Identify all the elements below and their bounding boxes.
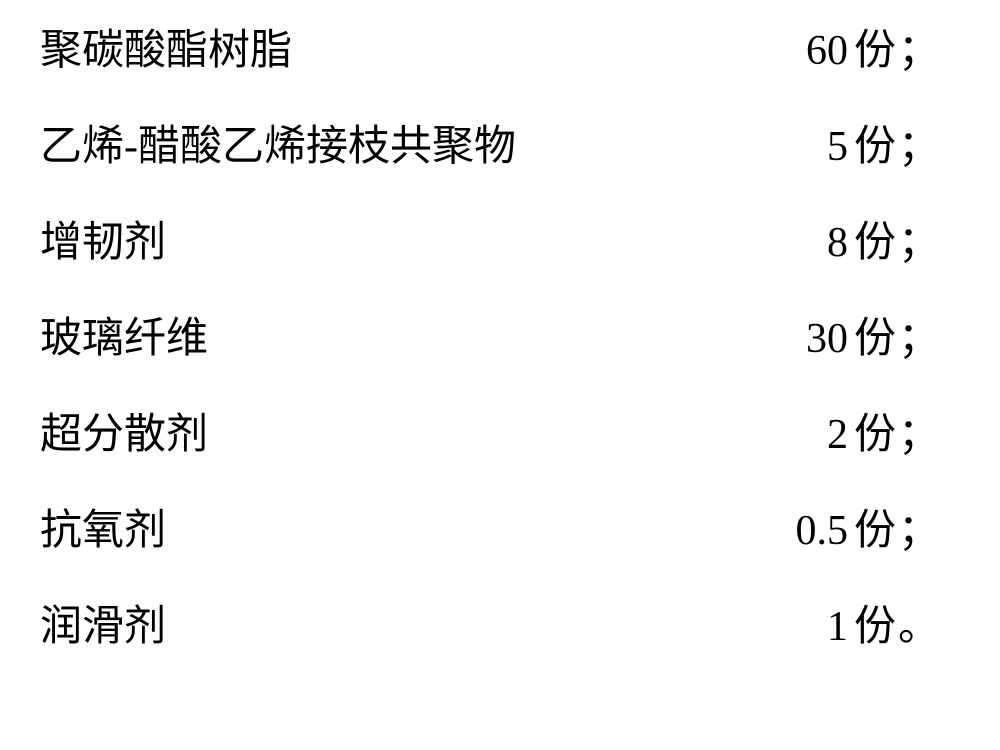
ingredient-list: 聚碳酸酯树脂 60 份 ； 乙烯-醋酸乙烯接枝共聚物 5 份 ； 增韧剂 8 份…	[0, 0, 1000, 750]
list-item: 超分散剂 2 份 ；	[40, 414, 940, 456]
item-punct: ；	[898, 126, 940, 168]
list-item: 乙烯-醋酸乙烯接枝共聚物 5 份 ；	[40, 126, 940, 168]
item-punct: ；	[898, 222, 940, 264]
item-unit: 份	[854, 606, 896, 648]
item-punct: 。	[898, 606, 940, 648]
list-item: 润滑剂 1 份 。	[40, 606, 940, 648]
item-value: 30	[778, 318, 848, 360]
item-value-cell: 60 份 ；	[778, 30, 940, 72]
item-label: 超分散剂	[40, 414, 208, 456]
item-unit: 份	[854, 30, 896, 72]
item-punct: ；	[898, 510, 940, 552]
item-unit: 份	[854, 222, 896, 264]
list-item: 玻璃纤维 30 份 ；	[40, 318, 940, 360]
item-label: 聚碳酸酯树脂	[40, 30, 292, 72]
item-punct: ；	[898, 414, 940, 456]
item-unit: 份	[854, 510, 896, 552]
item-value: 5	[778, 126, 848, 168]
item-value-cell: 2 份 ；	[778, 414, 940, 456]
item-value: 1	[778, 606, 848, 648]
item-value: 8	[778, 222, 848, 264]
list-item: 聚碳酸酯树脂 60 份 ；	[40, 30, 940, 72]
item-value: 60	[778, 30, 848, 72]
item-punct: ；	[898, 318, 940, 360]
item-value: 2	[778, 414, 848, 456]
list-item: 增韧剂 8 份 ；	[40, 222, 940, 264]
item-unit: 份	[854, 414, 896, 456]
item-unit: 份	[854, 126, 896, 168]
item-label: 增韧剂	[40, 222, 166, 264]
item-value-cell: 30 份 ；	[778, 318, 940, 360]
item-unit: 份	[854, 318, 896, 360]
list-item: 抗氧剂 0.5 份 ；	[40, 510, 940, 552]
item-label: 玻璃纤维	[40, 318, 208, 360]
item-label: 乙烯-醋酸乙烯接枝共聚物	[40, 126, 516, 168]
item-value-cell: 1 份 。	[778, 606, 940, 648]
item-value-cell: 0.5 份 ；	[778, 510, 940, 552]
item-value-cell: 8 份 ；	[778, 222, 940, 264]
item-label: 抗氧剂	[40, 510, 166, 552]
item-value-cell: 5 份 ；	[778, 126, 940, 168]
item-value: 0.5	[778, 510, 848, 552]
item-punct: ；	[898, 30, 940, 72]
item-label: 润滑剂	[40, 606, 166, 648]
